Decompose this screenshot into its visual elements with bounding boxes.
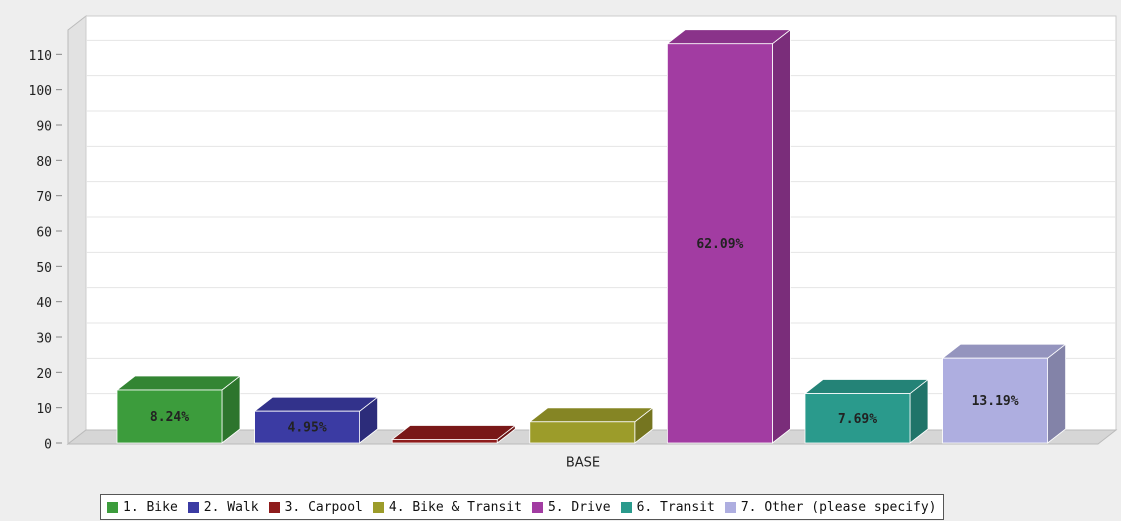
- bar: [804, 393, 911, 444]
- y-tick-label: 50: [36, 261, 52, 276]
- legend-item: 4. Bike & Transit: [372, 499, 522, 515]
- bar-top: [115, 375, 242, 391]
- y-tick-label: 10: [36, 402, 52, 417]
- legend-item: 3. Carpool: [268, 499, 363, 515]
- bar-top: [666, 29, 792, 45]
- legend-swatch: [268, 501, 280, 513]
- legend-label: 4. Bike & Transit: [388, 499, 522, 515]
- y-tick-label: 90: [36, 120, 52, 135]
- legend-label: 1. Bike: [123, 499, 178, 515]
- legend-label: 3. Carpool: [284, 499, 363, 515]
- bar: [116, 389, 223, 444]
- legend: 1. Bike 2. Walk 3. Carpool 4. Bike & Transi…: [100, 494, 944, 520]
- bar-label: 13.19%: [972, 394, 1019, 409]
- legend-item: 6. Transit: [620, 499, 715, 515]
- y-tick-label: 100: [29, 84, 52, 99]
- bar-side: [772, 28, 791, 444]
- y-tick-label: 20: [36, 367, 52, 382]
- y-tick-label: 0: [44, 438, 52, 453]
- legend-item: 7. Other (please specify): [724, 499, 937, 515]
- legend-swatch: [372, 501, 384, 513]
- bar: [254, 410, 361, 444]
- legend-label: 6. Transit: [636, 499, 715, 515]
- bar: [667, 43, 773, 444]
- bar-top: [528, 407, 654, 423]
- legend-label: 7. Other (please specify): [740, 499, 937, 515]
- legend-swatch: [531, 501, 543, 513]
- y-tick-label: 30: [36, 332, 52, 347]
- bar-top: [253, 396, 379, 412]
- legend-swatch: [724, 501, 736, 513]
- bar-top: [391, 425, 517, 440]
- bar-label: 7.69%: [838, 412, 877, 427]
- bar-label: 4.95%: [288, 421, 327, 436]
- bar-top: [803, 379, 930, 394]
- legend-label: 2. Walk: [203, 499, 259, 515]
- left-wall: [67, 14, 87, 446]
- legend-label: 5. Drive: [547, 499, 611, 515]
- legend-swatch: [187, 501, 199, 513]
- bar-top: [941, 343, 1067, 359]
- bar-label: 62.09%: [696, 237, 743, 252]
- y-tick-label: 60: [36, 226, 52, 241]
- bar-label: 8.24%: [150, 410, 189, 425]
- y-tick-label: 110: [29, 49, 52, 64]
- bar: [529, 421, 636, 444]
- y-tick-label: 70: [36, 190, 52, 205]
- y-tick-label: 80: [36, 155, 52, 170]
- legend-swatch: [620, 501, 632, 513]
- y-tick-label: 40: [36, 296, 52, 311]
- chart: BASE 0 10 20 30 40 50 60 70 80 90 100 110 8.24% 4.95%…: [28, 14, 1118, 471]
- bar: [391, 439, 498, 444]
- bar: [942, 357, 1048, 444]
- category-label: BASE: [566, 456, 600, 471]
- legend-item: 5. Drive: [531, 499, 611, 515]
- bar-side: [1047, 343, 1066, 444]
- legend-item: 1. Bike: [107, 500, 178, 515]
- legend-swatch: [107, 501, 118, 513]
- legend-item: 2. Walk: [187, 499, 259, 515]
